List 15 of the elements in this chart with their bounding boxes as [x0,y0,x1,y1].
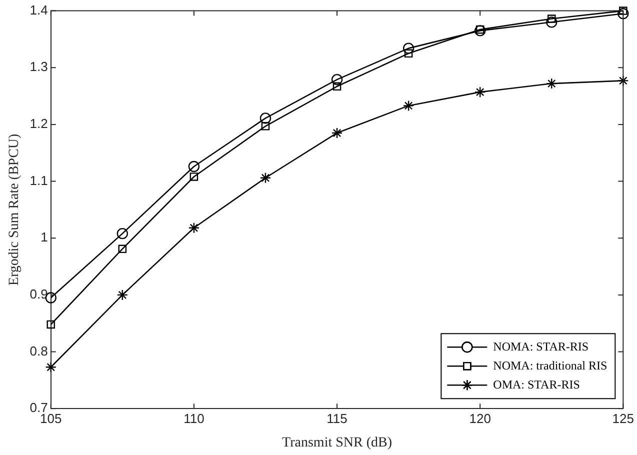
x-tick-label: 120 [469,410,491,426]
x-axis-title: Transmit SNR (dB) [282,435,392,450]
legend-label: NOMA: traditional RIS [493,358,608,372]
x-tick-label: 125 [612,410,634,426]
legend-label: NOMA: STAR-RIS [493,339,589,354]
legend-label: OMA: STAR-RIS [493,377,580,392]
y-tick-label: 0.8 [30,343,48,358]
x-tick-label: 110 [184,410,204,426]
y-tick-label: 1 [40,230,48,245]
x-tick-label: 115 [326,410,348,426]
y-tick-label: 1.3 [30,59,48,74]
y-tick-label: 1.1 [30,172,48,188]
y-tick-label: 1.4 [30,2,48,18]
y-tick-label: 1.2 [30,116,48,132]
y-axis-title: Ergodic Sum Rate (BPCU) [7,133,22,286]
